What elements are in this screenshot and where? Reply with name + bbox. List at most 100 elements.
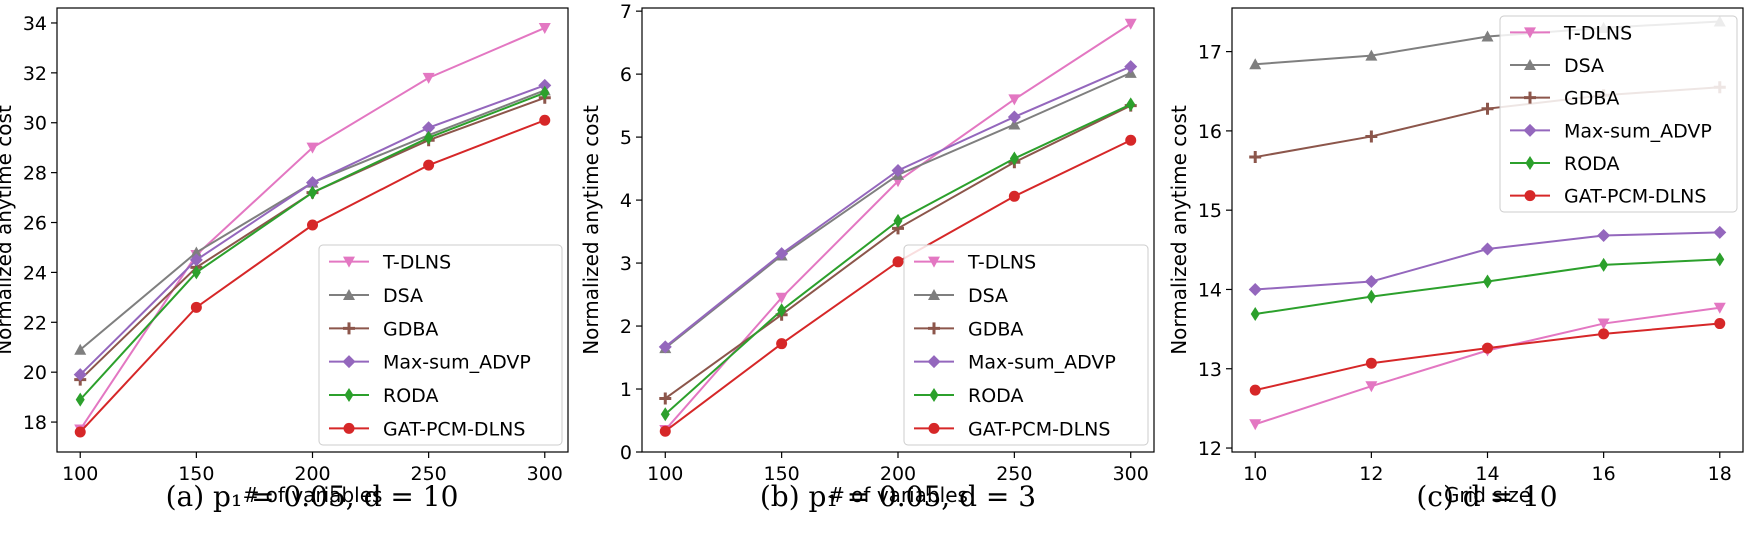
legend-label: RODA (1564, 153, 1619, 175)
figure-caption: (b) p₁ = 0.05, d = 3 (760, 480, 1036, 513)
legend: T-DLNS DSA GDBA Max-sum_ADVP RODA GAT-PCM-DLN… (903, 244, 1149, 446)
y-tick-label: 20 (23, 362, 47, 384)
data-point (893, 213, 903, 228)
x-axis-label: Grid size (1444, 483, 1531, 507)
legend-item: GAT-PCM-DLNS (1510, 186, 1706, 208)
chart-panel-b: 100 150 200 250 300 0 1 2 3 4 5 6 7 # of variables Nor… (579, 1, 1155, 513)
figure-caption: (a) p₁ = 0.05, d = 10 (166, 480, 459, 513)
legend-item: GDBA (914, 318, 1023, 340)
data-point (191, 265, 201, 280)
x-tick-label: 200 (880, 463, 916, 485)
legend-item: T-DLNS (329, 252, 451, 274)
data-point (659, 425, 671, 437)
data-point (1715, 252, 1725, 267)
y-tick-label: 6 (620, 64, 632, 86)
legend-item: Max-sum_ADVP (1510, 120, 1712, 142)
series-max-sum-advp (1248, 225, 1727, 296)
y-tick-label: 28 (23, 163, 47, 185)
legend-label: Max-sum_ADVP (968, 352, 1116, 374)
chart-panel-a: 100 150 200 250 300 18 20 22 24 26 28 30 32 34 # of va… (0, 7, 569, 513)
series-roda (75, 85, 550, 407)
legend-label: GAT-PCM-DLNS (383, 418, 525, 440)
data-point (423, 159, 435, 171)
legend-marker (343, 422, 355, 434)
legend-label: T-DLNS (382, 252, 451, 274)
data-point (659, 392, 672, 405)
data-point (306, 142, 319, 154)
x-tick-label: 100 (62, 463, 98, 485)
legend-marker (928, 322, 940, 335)
data-point (1364, 275, 1378, 289)
legend-item: GDBA (1510, 88, 1619, 110)
data-point (1008, 94, 1021, 106)
x-tick-label: 300 (527, 463, 563, 485)
legend-label: GDBA (1564, 88, 1619, 110)
legend-item: RODA (329, 385, 438, 407)
legend-item: RODA (1510, 153, 1619, 175)
legend-label: DSA (968, 285, 1008, 307)
y-axis-label: Normalized anytime cost (1167, 105, 1191, 355)
legend-item: Max-sum_ADVP (329, 352, 531, 374)
legend-label: GDBA (383, 318, 438, 340)
x-tick-label: 200 (294, 463, 330, 485)
y-tick-label: 30 (23, 113, 47, 135)
legend-marker (1523, 123, 1537, 137)
data-point (1713, 302, 1726, 314)
y-tick-label: 2 (620, 316, 632, 338)
legend-item: DSA (914, 285, 1008, 307)
x-axis-label: # of variables (828, 483, 968, 507)
legend-label: T-DLNS (967, 252, 1036, 274)
y-tick-label: 3 (620, 253, 632, 275)
data-point (539, 114, 551, 126)
y-tick-label: 12 (1198, 438, 1222, 460)
data-point (1597, 318, 1610, 330)
data-point (74, 343, 87, 355)
legend-label: RODA (968, 385, 1023, 407)
series-gat-pcm-dlns (74, 114, 551, 438)
x-tick-label: 250 (996, 463, 1032, 485)
y-tick-label: 15 (1198, 200, 1222, 222)
y-tick-label: 14 (1198, 279, 1222, 301)
data-point (1481, 242, 1494, 256)
series-roda (660, 97, 1136, 422)
legend-item: DSA (329, 285, 423, 307)
data-point (307, 219, 318, 231)
legend-item: GAT-PCM-DLNS (914, 418, 1110, 440)
data-point (1366, 289, 1376, 304)
data-point (422, 72, 435, 84)
legend-item: Max-sum_ADVP (914, 352, 1116, 374)
series-roda (1250, 252, 1725, 322)
data-point (1483, 274, 1492, 289)
legend: T-DLNS DSA GDBA Max-sum_ADVP RODA GAT-PCM-DLN… (318, 244, 563, 446)
data-point (1598, 328, 1610, 340)
data-point (776, 338, 788, 350)
data-point (1008, 118, 1021, 130)
y-tick-label: 13 (1198, 359, 1222, 381)
data-point (1365, 381, 1378, 393)
legend-marker (342, 355, 356, 369)
data-point (73, 368, 87, 382)
data-point (1365, 130, 1378, 143)
data-point (308, 185, 317, 200)
data-point (658, 340, 672, 354)
data-point (660, 407, 670, 422)
x-tick-label: 150 (178, 463, 214, 485)
legend-marker (929, 388, 939, 402)
legend-label: DSA (383, 285, 423, 307)
legend-item: DSA (1510, 55, 1604, 77)
legend-item: T-DLNS (1510, 22, 1632, 44)
x-tick-label: 300 (1113, 463, 1149, 485)
data-point (1365, 49, 1378, 61)
y-tick-label: 32 (23, 63, 47, 85)
y-tick-label: 7 (620, 1, 632, 23)
legend-label: DSA (1564, 55, 1604, 77)
y-tick-label: 1 (620, 379, 632, 401)
data-point (422, 121, 436, 135)
data-point (1714, 318, 1726, 330)
data-point (775, 292, 788, 304)
data-point (1249, 151, 1262, 164)
data-point (74, 426, 86, 438)
legend-marker (1525, 156, 1535, 170)
x-tick-label: 14 (1475, 463, 1499, 485)
data-point (1249, 384, 1261, 396)
